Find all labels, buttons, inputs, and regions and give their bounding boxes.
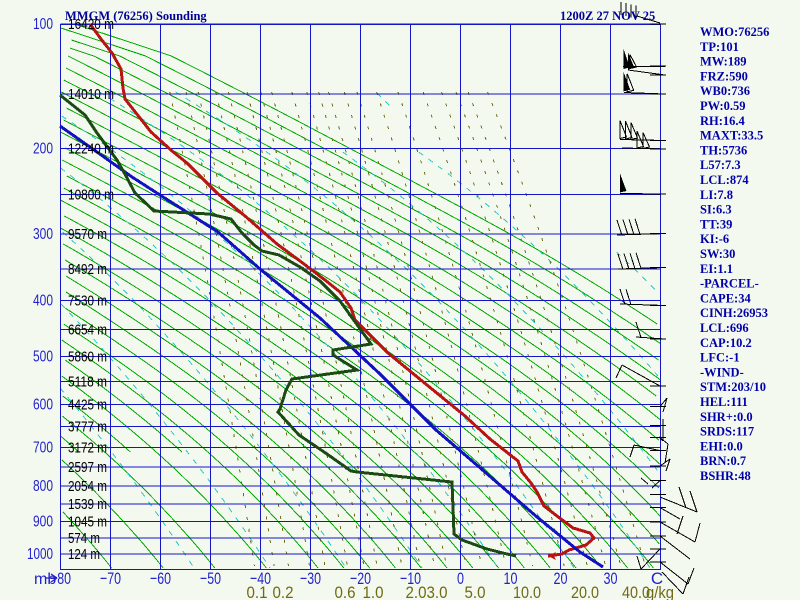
svg-text:WB0:736: WB0:736	[700, 84, 750, 98]
svg-text:−80: −80	[50, 569, 71, 588]
svg-text:0.6: 0.6	[335, 583, 356, 600]
svg-text:6654 m: 6654 m	[68, 322, 107, 339]
svg-text:20.0: 20.0	[571, 583, 599, 600]
svg-text:3777 m: 3777 m	[68, 419, 107, 436]
svg-text:EI:1.1: EI:1.1	[700, 262, 733, 276]
svg-text:1539 m: 1539 m	[68, 496, 107, 513]
svg-text:SI:6.3: SI:6.3	[700, 203, 732, 217]
svg-text:20: 20	[554, 569, 568, 588]
svg-text:5.0: 5.0	[465, 583, 486, 600]
svg-text:124 m: 124 m	[68, 546, 100, 563]
svg-text:RH:16.4: RH:16.4	[700, 114, 746, 128]
svg-text:10: 10	[504, 569, 518, 588]
svg-text:CAPE:34: CAPE:34	[700, 291, 751, 305]
svg-text:2054 m: 2054 m	[68, 478, 107, 495]
svg-text:SW:30: SW:30	[700, 247, 735, 261]
svg-text:−70: −70	[100, 569, 121, 588]
svg-text:10800 m: 10800 m	[68, 186, 114, 203]
svg-text:WMO:76256: WMO:76256	[700, 25, 769, 39]
svg-text:SHR+:0.0: SHR+:0.0	[700, 410, 753, 424]
svg-text:100: 100	[33, 16, 53, 33]
svg-text:g/kg: g/kg	[646, 583, 674, 600]
svg-text:−10: −10	[400, 569, 421, 588]
svg-text:2597 m: 2597 m	[68, 459, 107, 476]
svg-text:400: 400	[33, 293, 53, 310]
svg-text:1045 m: 1045 m	[68, 513, 107, 530]
svg-text:-PARCEL-: -PARCEL-	[700, 277, 759, 291]
svg-text:HEL:111: HEL:111	[700, 395, 748, 409]
svg-text:C: C	[651, 569, 663, 588]
svg-text:CAP:10.2: CAP:10.2	[700, 336, 752, 350]
svg-text:−20: −20	[350, 569, 371, 588]
svg-text:KI:-6: KI:-6	[700, 232, 729, 246]
svg-text:30: 30	[604, 569, 618, 588]
svg-text:TP:101: TP:101	[700, 40, 739, 54]
svg-text:900: 900	[33, 513, 53, 530]
svg-text:600: 600	[33, 397, 53, 414]
svg-text:1000: 1000	[27, 546, 53, 563]
svg-text:0: 0	[457, 569, 464, 588]
svg-text:−40: −40	[250, 569, 271, 588]
svg-text:LCL:696: LCL:696	[700, 321, 749, 335]
svg-text:LFC:-1: LFC:-1	[700, 351, 740, 365]
svg-text:300: 300	[33, 226, 53, 243]
svg-text:−30: −30	[300, 569, 321, 588]
svg-text:MW:189: MW:189	[700, 55, 747, 69]
svg-text:−60: −60	[150, 569, 171, 588]
svg-text:0.2: 0.2	[273, 583, 294, 600]
svg-text:SRDS:117: SRDS:117	[700, 425, 754, 439]
svg-text:BSHR:48: BSHR:48	[700, 469, 751, 483]
svg-text:4425 m: 4425 m	[68, 397, 107, 414]
svg-text:0.1: 0.1	[247, 583, 268, 600]
svg-text:FRZ:590: FRZ:590	[700, 69, 748, 83]
svg-text:5860 m: 5860 m	[68, 348, 107, 365]
svg-text:STM:203/10: STM:203/10	[700, 380, 766, 394]
svg-text:5118 m: 5118 m	[68, 373, 107, 390]
svg-text:TT:39: TT:39	[700, 217, 732, 231]
svg-text:9570 m: 9570 m	[68, 226, 107, 243]
svg-text:700: 700	[33, 439, 53, 456]
svg-text:7530 m: 7530 m	[68, 293, 107, 310]
svg-text:12240 m: 12240 m	[68, 141, 114, 158]
svg-text:1.0: 1.0	[363, 583, 384, 600]
svg-text:800: 800	[33, 478, 53, 495]
svg-text:200: 200	[33, 141, 53, 158]
svg-text:L57:7.3: L57:7.3	[700, 158, 741, 172]
svg-text:14010 m: 14010 m	[68, 86, 114, 103]
svg-text:8492 m: 8492 m	[68, 261, 107, 278]
svg-text:LCL:874: LCL:874	[700, 173, 749, 187]
svg-text:LI:7.8: LI:7.8	[700, 188, 733, 202]
svg-text:mb: mb	[34, 571, 56, 588]
svg-text:CINH:26953: CINH:26953	[700, 306, 768, 320]
svg-text:500: 500	[33, 348, 53, 365]
svg-text:3172 m: 3172 m	[68, 439, 107, 456]
svg-text:BRN:0.7: BRN:0.7	[700, 454, 746, 468]
svg-text:PW:0.59: PW:0.59	[700, 99, 745, 113]
svg-text:TH:5736: TH:5736	[700, 143, 747, 157]
svg-text:574 m: 574 m	[68, 530, 100, 547]
svg-text:16420 m: 16420 m	[68, 16, 114, 33]
svg-text:3.0: 3.0	[427, 583, 448, 600]
svg-text:−50: −50	[200, 569, 221, 588]
svg-text:EHI:0.0: EHI:0.0	[700, 439, 743, 453]
svg-text:1200Z 27 NOV 25: 1200Z 27 NOV 25	[560, 9, 655, 23]
svg-text:10.0: 10.0	[513, 583, 541, 600]
svg-text:2.0: 2.0	[406, 583, 427, 600]
svg-text:MMGM (76256) Sounding: MMGM (76256) Sounding	[65, 9, 207, 23]
svg-text:40.0: 40.0	[622, 583, 650, 600]
svg-text:-WIND-: -WIND-	[700, 365, 744, 379]
svg-text:MAXT:33.5: MAXT:33.5	[700, 129, 763, 143]
